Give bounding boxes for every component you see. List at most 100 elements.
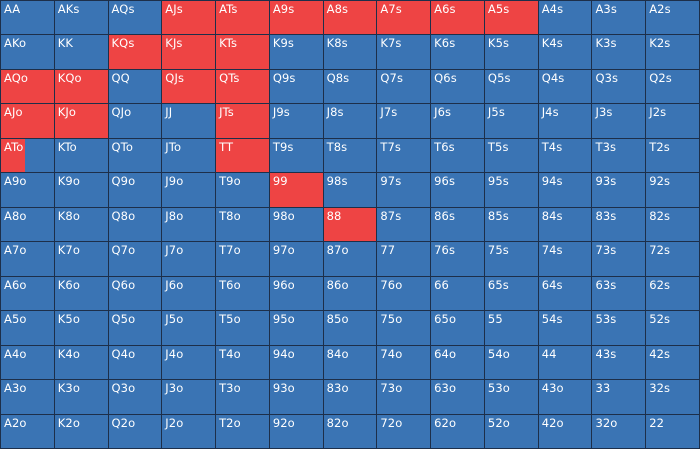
hand-cell-j7o[interactable]: J7o <box>162 242 217 277</box>
hand-cell-q7s[interactable]: Q7s <box>377 69 432 105</box>
hand-cell-75o[interactable]: 75o <box>377 311 432 346</box>
hand-cell-q4o[interactable]: Q4o <box>108 345 163 381</box>
hand-cell-77[interactable]: 77 <box>377 242 432 277</box>
hand-cell-q9o[interactable]: Q9o <box>108 173 163 208</box>
hand-cell-53s[interactable]: 53s <box>592 311 647 346</box>
hand-cell-kjo[interactable]: KJo <box>54 104 109 139</box>
hand-cell-qjs[interactable]: QJs <box>162 69 217 105</box>
hand-cell-jto[interactable]: JTo <box>162 138 217 174</box>
hand-cell-qq[interactable]: QQ <box>108 69 163 105</box>
hand-cell-j8o[interactable]: J8o <box>162 207 217 243</box>
hand-cell-k9s[interactable]: K9s <box>269 35 324 70</box>
hand-cell-63o[interactable]: 63o <box>431 380 485 415</box>
hand-cell-54o[interactable]: 54o <box>484 345 539 381</box>
hand-cell-q5s[interactable]: Q5s <box>484 69 539 105</box>
hand-cell-65o[interactable]: 65o <box>431 311 485 346</box>
hand-cell-95s[interactable]: 95s <box>484 173 539 208</box>
hand-cell-84o[interactable]: 84o <box>323 345 378 381</box>
hand-cell-q9s[interactable]: Q9s <box>269 69 324 105</box>
hand-cell-74o[interactable]: 74o <box>377 345 432 381</box>
hand-cell-ato[interactable]: ATo <box>1 138 55 174</box>
hand-cell-ako[interactable]: AKo <box>1 35 55 70</box>
hand-cell-k6s[interactable]: K6s <box>431 35 485 70</box>
hand-cell-k8o[interactable]: K8o <box>54 207 109 243</box>
hand-cell-82s[interactable]: 82s <box>646 207 700 243</box>
hand-cell-87s[interactable]: 87s <box>377 207 432 243</box>
hand-cell-k2s[interactable]: K2s <box>646 35 700 70</box>
hand-cell-j4s[interactable]: J4s <box>538 104 593 139</box>
hand-cell-93o[interactable]: 93o <box>269 380 324 415</box>
hand-cell-q8s[interactable]: Q8s <box>323 69 378 105</box>
hand-cell-t9o[interactable]: T9o <box>216 173 270 208</box>
hand-cell-a2o[interactable]: A2o <box>1 414 55 449</box>
hand-cell-65s[interactable]: 65s <box>484 276 539 312</box>
hand-cell-t2s[interactable]: T2s <box>646 138 700 174</box>
hand-cell-54s[interactable]: 54s <box>538 311 593 346</box>
hand-cell-a8o[interactable]: A8o <box>1 207 55 243</box>
hand-cell-kts[interactable]: KTs <box>216 35 270 70</box>
hand-cell-82o[interactable]: 82o <box>323 414 378 449</box>
hand-cell-73o[interactable]: 73o <box>377 380 432 415</box>
hand-cell-j4o[interactable]: J4o <box>162 345 217 381</box>
hand-cell-64s[interactable]: 64s <box>538 276 593 312</box>
hand-cell-q6o[interactable]: Q6o <box>108 276 163 312</box>
hand-cell-q8o[interactable]: Q8o <box>108 207 163 243</box>
hand-cell-k3o[interactable]: K3o <box>54 380 109 415</box>
hand-cell-92o[interactable]: 92o <box>269 414 324 449</box>
hand-cell-86o[interactable]: 86o <box>323 276 378 312</box>
hand-cell-j5o[interactable]: J5o <box>162 311 217 346</box>
hand-cell-42s[interactable]: 42s <box>646 345 700 381</box>
hand-cell-j7s[interactable]: J7s <box>377 104 432 139</box>
hand-cell-88[interactable]: 88 <box>323 207 378 243</box>
hand-cell-72s[interactable]: 72s <box>646 242 700 277</box>
hand-cell-a2s[interactable]: A2s <box>646 1 700 36</box>
hand-cell-k5s[interactable]: K5s <box>484 35 539 70</box>
hand-cell-aks[interactable]: AKs <box>54 1 109 36</box>
hand-cell-93s[interactable]: 93s <box>592 173 647 208</box>
hand-cell-99[interactable]: 99 <box>269 173 324 208</box>
hand-cell-t6o[interactable]: T6o <box>216 276 270 312</box>
hand-cell-k6o[interactable]: K6o <box>54 276 109 312</box>
hand-cell-jts[interactable]: JTs <box>216 104 270 139</box>
hand-cell-q3s[interactable]: Q3s <box>592 69 647 105</box>
hand-cell-53o[interactable]: 53o <box>484 380 539 415</box>
hand-cell-k7s[interactable]: K7s <box>377 35 432 70</box>
hand-cell-q3o[interactable]: Q3o <box>108 380 163 415</box>
hand-cell-t7o[interactable]: T7o <box>216 242 270 277</box>
hand-cell-t5o[interactable]: T5o <box>216 311 270 346</box>
hand-cell-42o[interactable]: 42o <box>538 414 593 449</box>
hand-cell-96s[interactable]: 96s <box>431 173 485 208</box>
hand-cell-kto[interactable]: KTo <box>54 138 109 174</box>
hand-cell-ajs[interactable]: AJs <box>162 1 217 36</box>
hand-cell-j2s[interactable]: J2s <box>646 104 700 139</box>
hand-cell-52o[interactable]: 52o <box>484 414 539 449</box>
hand-cell-98o[interactable]: 98o <box>269 207 324 243</box>
hand-cell-22[interactable]: 22 <box>646 414 700 449</box>
hand-cell-k4s[interactable]: K4s <box>538 35 593 70</box>
hand-cell-k4o[interactable]: K4o <box>54 345 109 381</box>
hand-cell-a5s[interactable]: A5s <box>484 1 539 36</box>
hand-cell-a4o[interactable]: A4o <box>1 345 55 381</box>
hand-cell-73s[interactable]: 73s <box>592 242 647 277</box>
hand-cell-j8s[interactable]: J8s <box>323 104 378 139</box>
hand-cell-a4s[interactable]: A4s <box>538 1 593 36</box>
hand-cell-96o[interactable]: 96o <box>269 276 324 312</box>
hand-cell-a3s[interactable]: A3s <box>592 1 647 36</box>
hand-cell-j3o[interactable]: J3o <box>162 380 217 415</box>
hand-cell-kjs[interactable]: KJs <box>162 35 217 70</box>
hand-cell-j3s[interactable]: J3s <box>592 104 647 139</box>
hand-cell-k2o[interactable]: K2o <box>54 414 109 449</box>
hand-cell-43o[interactable]: 43o <box>538 380 593 415</box>
hand-cell-k7o[interactable]: K7o <box>54 242 109 277</box>
hand-cell-qjo[interactable]: QJo <box>108 104 163 139</box>
hand-cell-j5s[interactable]: J5s <box>484 104 539 139</box>
hand-cell-a9s[interactable]: A9s <box>269 1 324 36</box>
hand-cell-92s[interactable]: 92s <box>646 173 700 208</box>
hand-cell-87o[interactable]: 87o <box>323 242 378 277</box>
hand-cell-t4o[interactable]: T4o <box>216 345 270 381</box>
hand-cell-t3o[interactable]: T3o <box>216 380 270 415</box>
hand-cell-k3s[interactable]: K3s <box>592 35 647 70</box>
hand-cell-aqo[interactable]: AQo <box>1 69 55 105</box>
hand-cell-97s[interactable]: 97s <box>377 173 432 208</box>
hand-cell-66[interactable]: 66 <box>431 276 485 312</box>
